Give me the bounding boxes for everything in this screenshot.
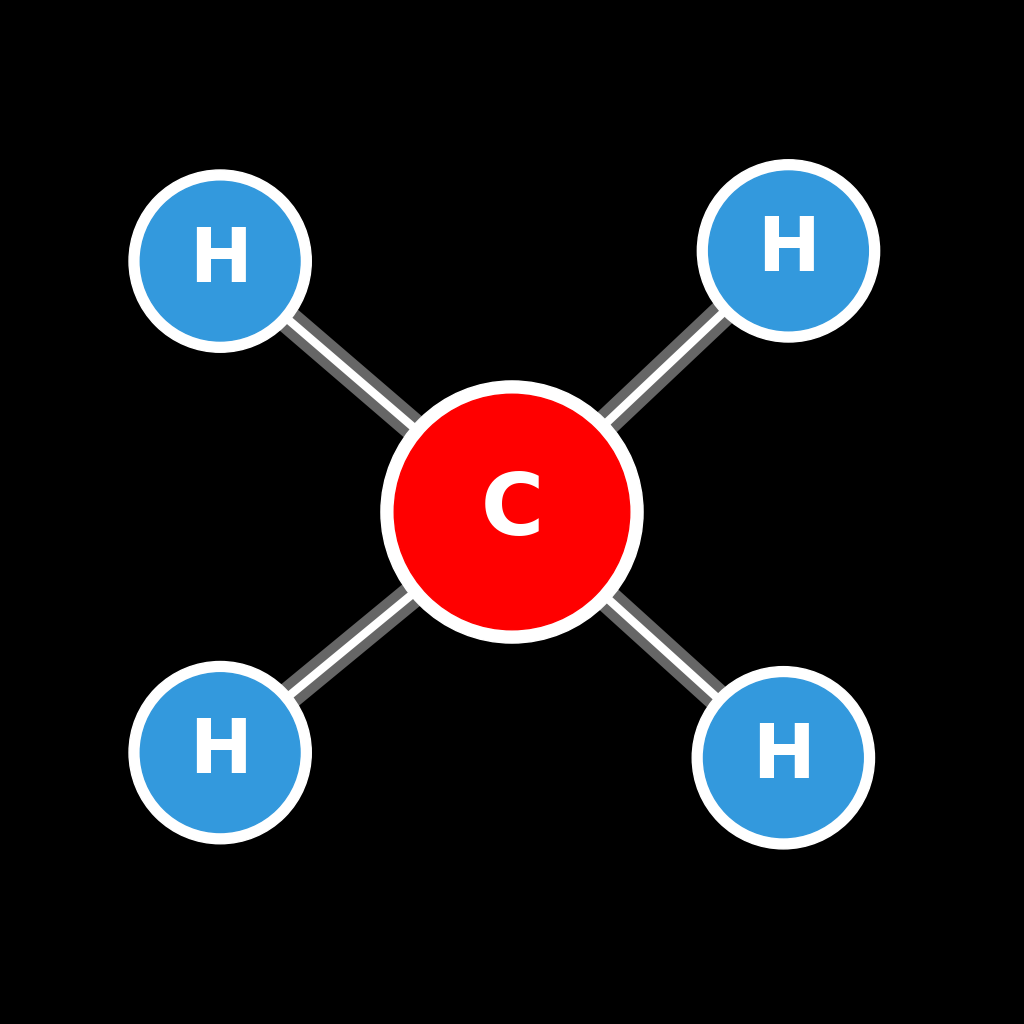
Circle shape bbox=[129, 662, 311, 844]
Text: H: H bbox=[752, 721, 815, 795]
Text: H: H bbox=[188, 224, 252, 298]
Text: H: H bbox=[188, 716, 252, 790]
Text: H: H bbox=[757, 214, 820, 288]
Circle shape bbox=[703, 678, 863, 838]
Circle shape bbox=[697, 160, 880, 342]
Circle shape bbox=[394, 394, 630, 630]
Circle shape bbox=[140, 673, 300, 833]
Circle shape bbox=[381, 381, 643, 643]
Circle shape bbox=[709, 171, 868, 331]
Circle shape bbox=[692, 667, 874, 849]
Circle shape bbox=[140, 181, 300, 341]
Text: C: C bbox=[480, 470, 544, 554]
Circle shape bbox=[129, 170, 311, 352]
